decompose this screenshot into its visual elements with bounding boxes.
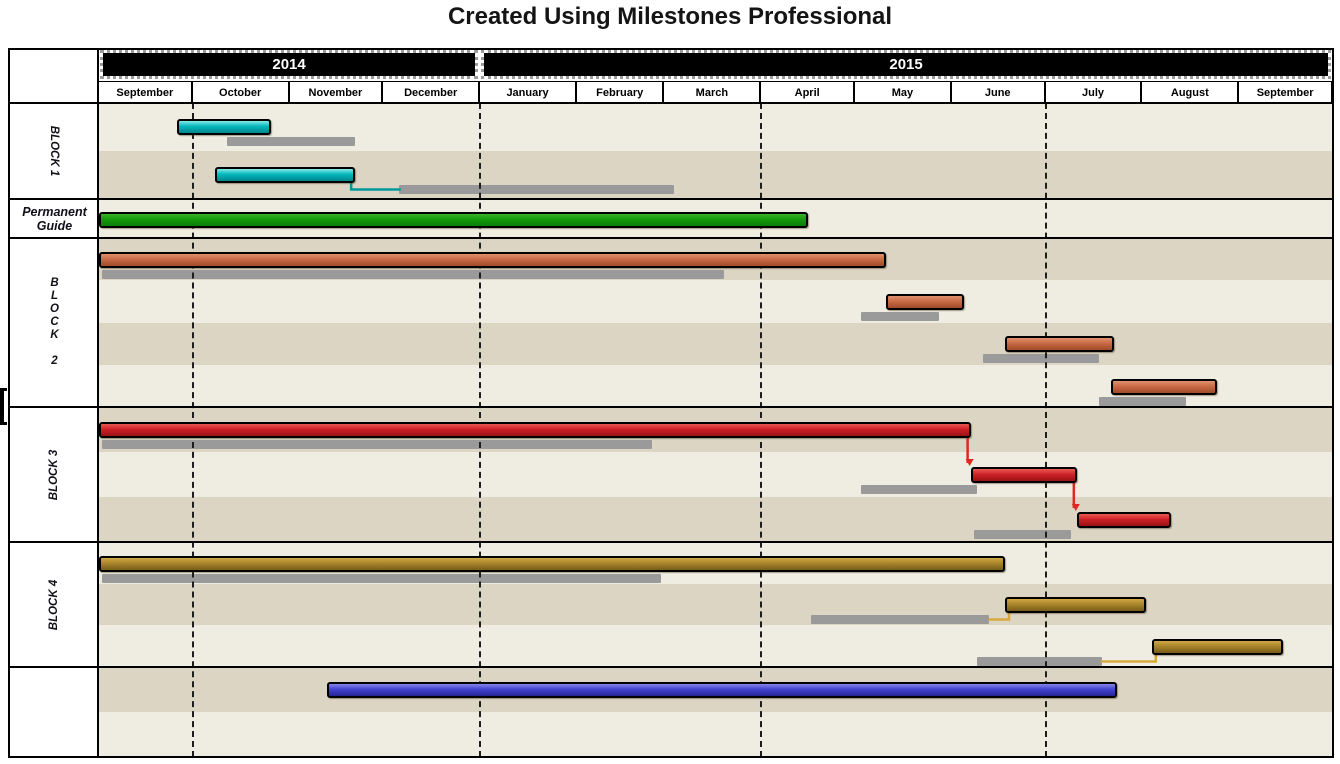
year-band: 2014 xyxy=(100,50,479,79)
task-bar xyxy=(1151,639,1283,655)
row-label: B L O C K 2 xyxy=(50,277,59,367)
task-bar xyxy=(1004,336,1115,352)
row-label-cell xyxy=(10,668,99,756)
month-header-cell: March xyxy=(664,82,762,103)
shadow-bar xyxy=(811,615,990,624)
shadow-bar xyxy=(973,530,1071,539)
row-label: BLOCK 4 xyxy=(48,579,61,630)
connector-elbow xyxy=(1100,653,1158,663)
month-header-cell: November xyxy=(289,82,384,103)
month-header-cell: September xyxy=(99,82,193,103)
lane-stripe xyxy=(99,452,1333,497)
row-label-cell: B L O C K 2 xyxy=(10,239,99,406)
block-separator-line xyxy=(8,666,1334,668)
block-separator-line xyxy=(8,237,1334,239)
row-label-cell: BLOCK 4 xyxy=(10,543,99,666)
lane-stripe xyxy=(99,322,1333,365)
month-header-cell: April xyxy=(761,82,856,103)
connector-elbow xyxy=(988,611,1011,621)
shadow-bar xyxy=(102,270,724,279)
header-divider-line xyxy=(99,81,1334,82)
month-header-cell: February xyxy=(576,82,665,103)
task-bar xyxy=(177,119,271,135)
task-bar xyxy=(1076,512,1171,528)
lane-stripe xyxy=(99,712,1333,757)
edge-artifact-mark xyxy=(0,388,7,425)
chart-title: Created Using Milestones Professional xyxy=(447,3,893,30)
row-label-cell: BLOCK 1 xyxy=(10,104,99,198)
task-bar xyxy=(886,294,965,310)
month-header-cell: June xyxy=(951,82,1046,103)
row-label-cell: BLOCK 3 xyxy=(10,408,99,541)
month-header-cell: October xyxy=(192,82,290,103)
shadow-bar xyxy=(983,354,1099,363)
shadow-bar xyxy=(102,574,662,583)
row-label: BLOCK 3 xyxy=(48,449,61,500)
shadow-bar xyxy=(861,312,940,321)
month-header-cell: July xyxy=(1045,82,1143,103)
row-label: Permanent Guide xyxy=(22,204,87,233)
task-bar xyxy=(327,682,1118,698)
task-bar xyxy=(1004,597,1146,613)
lane-stripe xyxy=(99,280,1333,323)
month-header-cell: August xyxy=(1142,82,1240,103)
task-bar xyxy=(970,467,1077,483)
row-label: BLOCK 1 xyxy=(48,125,61,177)
month-header-cell: January xyxy=(480,82,577,103)
block-separator-line xyxy=(8,198,1334,200)
lane-stripe xyxy=(99,625,1333,667)
month-header-cell: May xyxy=(855,82,952,103)
quarter-gridline xyxy=(1044,103,1047,757)
task-bar xyxy=(1111,379,1218,395)
task-bar xyxy=(214,167,356,183)
shadow-bar xyxy=(1098,397,1187,406)
year-band: 2015 xyxy=(481,50,1331,79)
shadow-bar xyxy=(976,657,1102,666)
connector-elbow xyxy=(349,181,401,191)
row-label-cell: Permanent Guide xyxy=(10,200,99,237)
task-bar xyxy=(99,212,809,228)
label-column-border xyxy=(97,48,99,757)
task-bar xyxy=(99,422,971,438)
block-separator-line xyxy=(8,406,1334,408)
task-bar xyxy=(99,252,887,268)
shadow-bar xyxy=(102,440,652,449)
month-header-cell: September xyxy=(1239,82,1333,103)
block-separator-line xyxy=(8,102,1334,104)
shadow-bar xyxy=(861,485,977,494)
task-bar xyxy=(99,556,1005,572)
block-separator-line xyxy=(8,756,1334,758)
shadow-bar xyxy=(227,137,356,146)
month-header-cell: December xyxy=(383,82,481,103)
block-separator-line xyxy=(8,541,1334,543)
shadow-bar xyxy=(398,185,674,194)
